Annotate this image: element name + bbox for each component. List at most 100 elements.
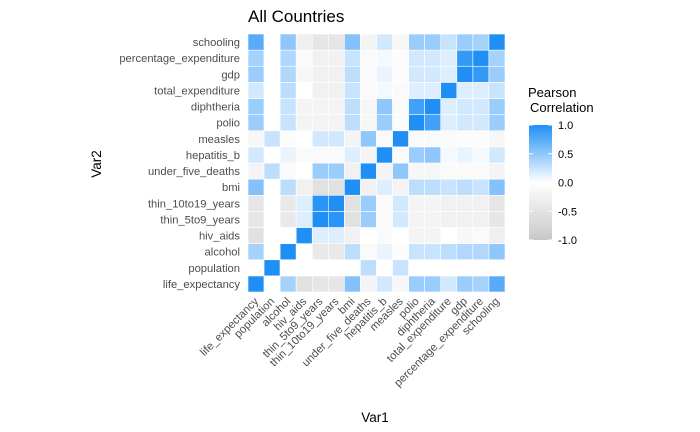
y-tick-under_five_deaths: under_five_deaths — [148, 166, 240, 178]
heatmap-cell-under_five_deaths-life_expectancy — [360, 275, 377, 293]
x-axis-title: Var1 — [361, 410, 389, 425]
heatmap-cell-thin_5to9_years-under_five_deaths — [311, 162, 329, 180]
heatmap-cell-total_expenditure-hiv_aids — [440, 227, 458, 244]
heatmap-cell-hepatitis_b-polio — [376, 114, 393, 132]
heatmap-cell-percentage_expenditure-hiv_aids — [472, 227, 490, 244]
heatmap-cell-life_expectancy-total_expenditure — [247, 82, 265, 99]
heatmap-cell-bmi-hepatitis_b — [344, 146, 361, 164]
heatmap-cell-hepatitis_b-under_five_deaths — [376, 162, 393, 180]
heatmap-cell-thin_10to19_years-percentage_expenditure — [328, 49, 345, 67]
heatmap-cell-percentage_expenditure-under_five_deaths — [472, 162, 490, 180]
heatmap-cell-total_expenditure-measles — [440, 130, 458, 148]
heatmap-cell-percentage_expenditure-measles — [472, 130, 490, 148]
heatmap-cell-alcohol-schooling — [279, 33, 297, 51]
chart-title: All Countries — [248, 7, 344, 26]
heatmap-cell-gdp-measles — [456, 130, 474, 148]
y-tick-thin_10to19_years: thin_10to19_years — [148, 198, 240, 210]
heatmap-cell-gdp-gdp — [456, 65, 474, 83]
heatmap-cell-population-schooling — [263, 33, 281, 51]
heatmap-cell-hepatitis_b-hiv_aids — [376, 227, 393, 244]
heatmap-cell-schooling-thin_5to9_years — [488, 211, 506, 228]
heatmap-cell-hepatitis_b-alcohol — [376, 243, 393, 261]
y-tick-alcohol: alcohol — [205, 247, 240, 259]
heatmap-cell-population-population — [263, 259, 281, 277]
legend-tick-label-2: 0.0 — [558, 178, 573, 190]
heatmap-cell-schooling-bmi — [488, 178, 506, 196]
heatmap-cell-hepatitis_b-schooling — [376, 33, 393, 51]
heatmap-cell-diphtheria-thin_5to9_years — [424, 211, 442, 228]
y-tick-total_expenditure: total_expenditure — [154, 85, 240, 97]
heatmap-cell-alcohol-measles — [279, 130, 297, 148]
heatmap-cell-thin_5to9_years-measles — [311, 130, 329, 148]
heatmap-cell-total_expenditure-schooling — [440, 33, 458, 51]
heatmap-cell-schooling-population — [488, 259, 506, 277]
y-tick-diphtheria: diphtheria — [191, 102, 241, 114]
heatmap-cell-polio-thin_5to9_years — [408, 211, 425, 228]
heatmap-cell-measles-bmi — [392, 178, 409, 196]
heatmap-cell-measles-measles — [392, 130, 409, 148]
heatmap-cell-measles-total_expenditure — [392, 82, 409, 99]
heatmap-cell-diphtheria-under_five_deaths — [424, 162, 442, 180]
heatmap-cell-population-total_expenditure — [263, 82, 281, 99]
heatmap-cell-diphtheria-population — [424, 259, 442, 277]
y-tick-polio: polio — [216, 118, 240, 130]
heatmap-cell-polio-thin_10to19_years — [408, 194, 425, 212]
heatmap-cell-total_expenditure-population — [440, 259, 458, 277]
heatmap-cell-diphtheria-total_expenditure — [424, 82, 442, 99]
heatmap-cell-diphtheria-thin_10to19_years — [424, 194, 442, 212]
heatmap-cell-measles-percentage_expenditure — [392, 49, 409, 67]
heatmap-cell-bmi-thin_5to9_years — [344, 211, 361, 228]
heatmap-cell-polio-schooling — [408, 33, 425, 51]
heatmap-cell-gdp-population — [456, 259, 474, 277]
heatmap-cell-hiv_aids-hiv_aids — [295, 227, 313, 244]
heatmap-cell-schooling-schooling — [488, 33, 506, 51]
heatmap-cell-alcohol-population — [279, 259, 297, 277]
heatmap-cell-under_five_deaths-under_five_deaths — [360, 162, 377, 180]
heatmap-cell-population-polio — [263, 114, 281, 132]
heatmap-cell-diphtheria-diphtheria — [424, 98, 442, 115]
heatmap-cell-population-measles — [263, 130, 281, 148]
heatmap-cell-measles-life_expectancy — [392, 275, 409, 293]
heatmap-cell-under_five_deaths-gdp — [360, 65, 377, 83]
heatmap-cell-bmi-schooling — [344, 33, 361, 51]
heatmap-cell-thin_5to9_years-thin_10to19_years — [311, 194, 329, 212]
heatmap-cell-bmi-thin_10to19_years — [344, 194, 361, 212]
heatmap-cell-population-gdp — [263, 65, 281, 83]
heatmap-cell-hiv_aids-under_five_deaths — [295, 162, 313, 180]
heatmap-cell-gdp-alcohol — [456, 243, 474, 261]
heatmap-cell-gdp-bmi — [456, 178, 474, 196]
heatmap-cell-life_expectancy-gdp — [247, 65, 265, 83]
legend-tick-label-0: 1.0 — [558, 120, 573, 132]
y-tick-bmi: bmi — [222, 182, 240, 194]
heatmap-cell-diphtheria-bmi — [424, 178, 442, 196]
heatmap-cell-gdp-hiv_aids — [456, 227, 474, 244]
heatmap-cell-thin_10to19_years-bmi — [328, 178, 345, 196]
heatmap-cell-hiv_aids-alcohol — [295, 243, 313, 261]
heatmap-cell-bmi-population — [344, 259, 361, 277]
heatmap-cell-diphtheria-life_expectancy — [424, 275, 442, 293]
y-tick-hiv_aids: hiv_aids — [199, 231, 240, 243]
heatmap-cell-polio-polio — [408, 114, 425, 132]
heatmap-cell-gdp-thin_10to19_years — [456, 194, 474, 212]
heatmap-cell-polio-hiv_aids — [408, 227, 425, 244]
heatmap-cell-thin_10to19_years-thin_10to19_years — [328, 194, 345, 212]
heatmap-cell-measles-gdp — [392, 65, 409, 83]
heatmap-cell-percentage_expenditure-thin_10to19_years — [472, 194, 490, 212]
heatmap-cell-measles-alcohol — [392, 243, 409, 261]
legend-tick-label-4: -1.0 — [558, 235, 577, 247]
heatmap-cell-diphtheria-polio — [424, 114, 442, 132]
heatmap-cell-total_expenditure-under_five_deaths — [440, 162, 458, 180]
heatmap-cell-hiv_aids-total_expenditure — [295, 82, 313, 99]
heatmap-cell-hiv_aids-schooling — [295, 33, 313, 51]
heatmap-cell-thin_10to19_years-life_expectancy — [328, 275, 345, 293]
heatmap-cell-total_expenditure-hepatitis_b — [440, 146, 458, 164]
heatmap-cell-hiv_aids-polio — [295, 114, 313, 132]
heatmap-cell-alcohol-life_expectancy — [279, 275, 297, 293]
heatmap-cell-hiv_aids-percentage_expenditure — [295, 49, 313, 67]
heatmap-cell-hiv_aids-gdp — [295, 65, 313, 83]
heatmap-cell-under_five_deaths-hepatitis_b — [360, 146, 377, 164]
heatmap-cell-percentage_expenditure-alcohol — [472, 243, 490, 261]
heatmap-cell-percentage_expenditure-total_expenditure — [472, 82, 490, 99]
heatmap-cell-hepatitis_b-bmi — [376, 178, 393, 196]
